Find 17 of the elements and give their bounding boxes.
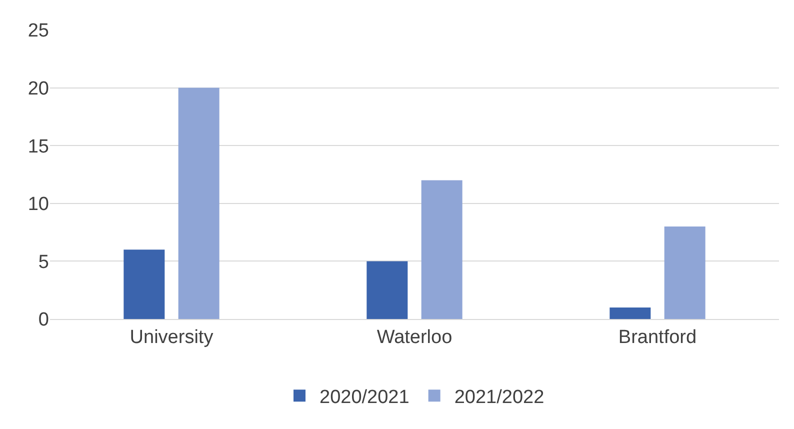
bar <box>664 226 706 319</box>
y-tick-label: 10 <box>28 194 49 216</box>
legend-label: 2020/2021 <box>320 387 410 408</box>
y-tick-label: 15 <box>28 136 49 158</box>
x-tick-label: Waterloo <box>376 326 452 348</box>
y-tick-label: 20 <box>28 78 49 100</box>
x-tick-label: University <box>130 326 214 348</box>
y-tick-label: 25 <box>28 20 49 42</box>
bar <box>366 261 408 319</box>
bar <box>421 180 462 319</box>
bar <box>124 250 165 319</box>
y-tick-label: 5 <box>38 252 49 273</box>
legend-label: 2021/2022 <box>454 387 544 408</box>
x-tick-label: Brantford <box>618 326 697 348</box>
y-tick-label: 0 <box>38 310 49 331</box>
bar <box>178 88 220 319</box>
bar <box>610 307 651 319</box>
